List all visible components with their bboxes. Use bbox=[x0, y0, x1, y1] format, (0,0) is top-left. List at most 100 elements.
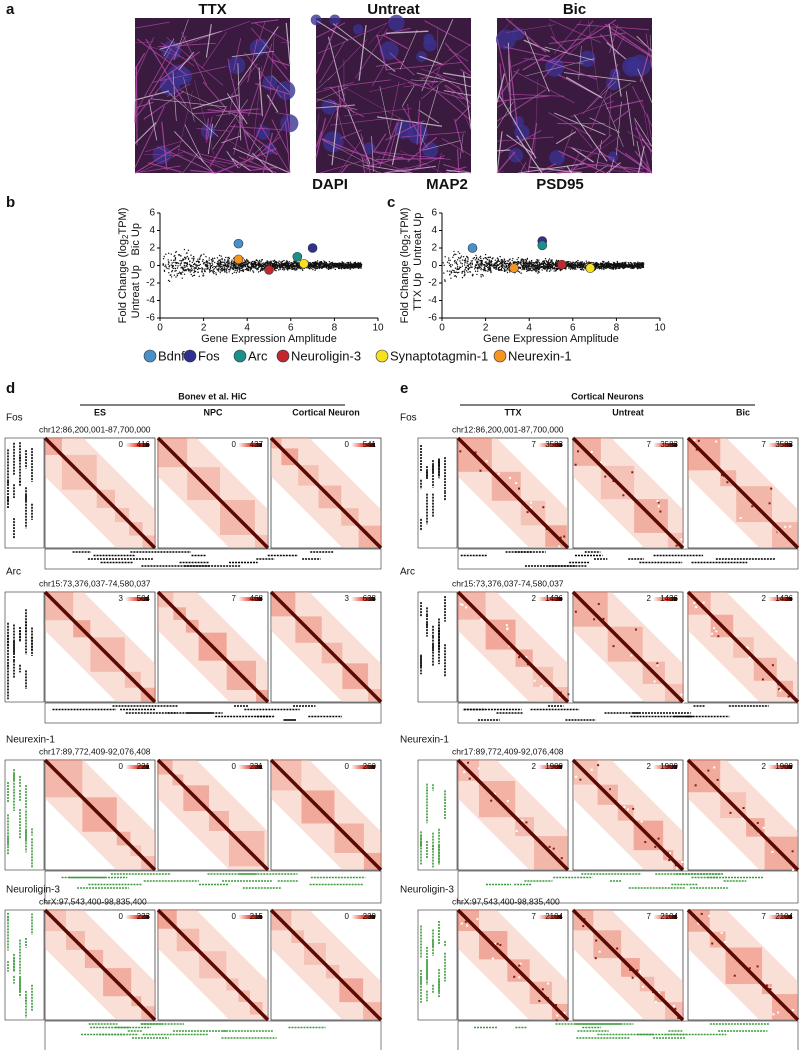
neurite bbox=[525, 58, 595, 77]
expression-point bbox=[470, 265, 472, 267]
speckle bbox=[466, 924, 469, 927]
neurite bbox=[385, 30, 429, 34]
expression-point bbox=[227, 265, 229, 268]
expression-point bbox=[501, 265, 503, 267]
expression-point bbox=[227, 264, 229, 267]
neurite bbox=[420, 68, 456, 81]
neurite bbox=[446, 169, 472, 174]
neurite bbox=[444, 84, 470, 103]
neurite bbox=[315, 81, 354, 94]
expression-point bbox=[527, 267, 529, 269]
expression-point bbox=[341, 264, 344, 267]
expression-point bbox=[344, 265, 346, 267]
expression-point bbox=[210, 258, 213, 261]
neurite bbox=[557, 164, 597, 174]
expression-point bbox=[539, 265, 541, 267]
expression-point bbox=[536, 258, 538, 261]
expression-point bbox=[611, 268, 614, 270]
expression-point bbox=[252, 266, 254, 269]
expression-point bbox=[211, 262, 213, 264]
expression-point bbox=[202, 275, 205, 277]
speckle bbox=[491, 957, 494, 960]
neurite bbox=[134, 122, 157, 144]
neurite bbox=[496, 38, 512, 100]
expression-point bbox=[309, 262, 311, 264]
expression-point bbox=[181, 277, 183, 279]
expression-point bbox=[312, 268, 314, 271]
expression-point bbox=[274, 267, 276, 269]
speckle bbox=[517, 487, 520, 490]
expression-point bbox=[531, 263, 533, 265]
expression-point bbox=[197, 258, 199, 260]
expression-point bbox=[493, 264, 496, 267]
expression-point bbox=[631, 264, 633, 266]
expression-point bbox=[189, 269, 191, 271]
speckle bbox=[465, 606, 468, 609]
neurite bbox=[561, 129, 573, 158]
legend-label: Bdnf bbox=[158, 348, 185, 363]
expression-point bbox=[192, 255, 195, 258]
speckle bbox=[460, 922, 463, 925]
expression-point bbox=[470, 266, 472, 269]
y-axis-label: Fold Change (log2TPM) bbox=[117, 208, 130, 324]
neurite bbox=[202, 81, 227, 109]
expression-point bbox=[632, 264, 634, 267]
expression-point bbox=[173, 255, 175, 257]
expression-point bbox=[172, 259, 175, 261]
neurite bbox=[424, 20, 472, 47]
speckle bbox=[590, 768, 593, 771]
expression-point bbox=[235, 271, 238, 274]
expression-point bbox=[517, 257, 520, 259]
neurite bbox=[590, 63, 619, 132]
neurite bbox=[499, 95, 537, 159]
expression-point bbox=[535, 262, 538, 264]
expression-point bbox=[332, 264, 335, 267]
expression-point bbox=[315, 265, 318, 267]
expression-point bbox=[310, 267, 313, 270]
expression-point bbox=[474, 270, 477, 273]
neurite bbox=[378, 122, 398, 168]
expression-point bbox=[601, 265, 603, 268]
expression-point bbox=[223, 262, 226, 264]
neurite bbox=[217, 147, 277, 174]
neurite bbox=[226, 93, 248, 125]
expression-point bbox=[189, 271, 191, 273]
expression-point bbox=[190, 273, 192, 276]
neurite bbox=[565, 76, 603, 99]
expression-point bbox=[480, 257, 482, 260]
expression-point bbox=[181, 260, 183, 262]
expression-point bbox=[319, 265, 321, 267]
neurite bbox=[199, 153, 265, 170]
speckle bbox=[597, 764, 600, 767]
speckle bbox=[756, 965, 759, 968]
gene-track bbox=[457, 1020, 799, 1050]
expression-point bbox=[542, 263, 544, 265]
expression-point bbox=[227, 263, 230, 265]
contact-map bbox=[456, 436, 570, 550]
speckle bbox=[638, 970, 641, 973]
contact-map bbox=[156, 590, 270, 704]
neurite bbox=[355, 28, 388, 79]
neurite bbox=[136, 38, 188, 76]
neurite bbox=[364, 155, 381, 174]
expression-point bbox=[522, 260, 524, 262]
expression-point bbox=[338, 262, 340, 264]
expression-point bbox=[233, 263, 235, 266]
expression-point bbox=[252, 271, 255, 273]
expression-point bbox=[226, 267, 228, 269]
expression-point bbox=[319, 264, 322, 266]
speckle bbox=[622, 494, 625, 497]
expression-point bbox=[526, 258, 528, 260]
expression-point bbox=[281, 262, 283, 264]
expression-point bbox=[531, 262, 533, 264]
gene-name: Fos bbox=[400, 413, 417, 424]
expression-point bbox=[569, 268, 572, 270]
expression-point bbox=[271, 262, 274, 265]
expression-point bbox=[569, 263, 572, 266]
neurite bbox=[272, 118, 288, 143]
neurite bbox=[166, 36, 224, 86]
expression-point bbox=[459, 266, 461, 268]
expression-point bbox=[275, 262, 278, 264]
expression-point bbox=[345, 265, 347, 267]
speckle bbox=[792, 868, 795, 871]
